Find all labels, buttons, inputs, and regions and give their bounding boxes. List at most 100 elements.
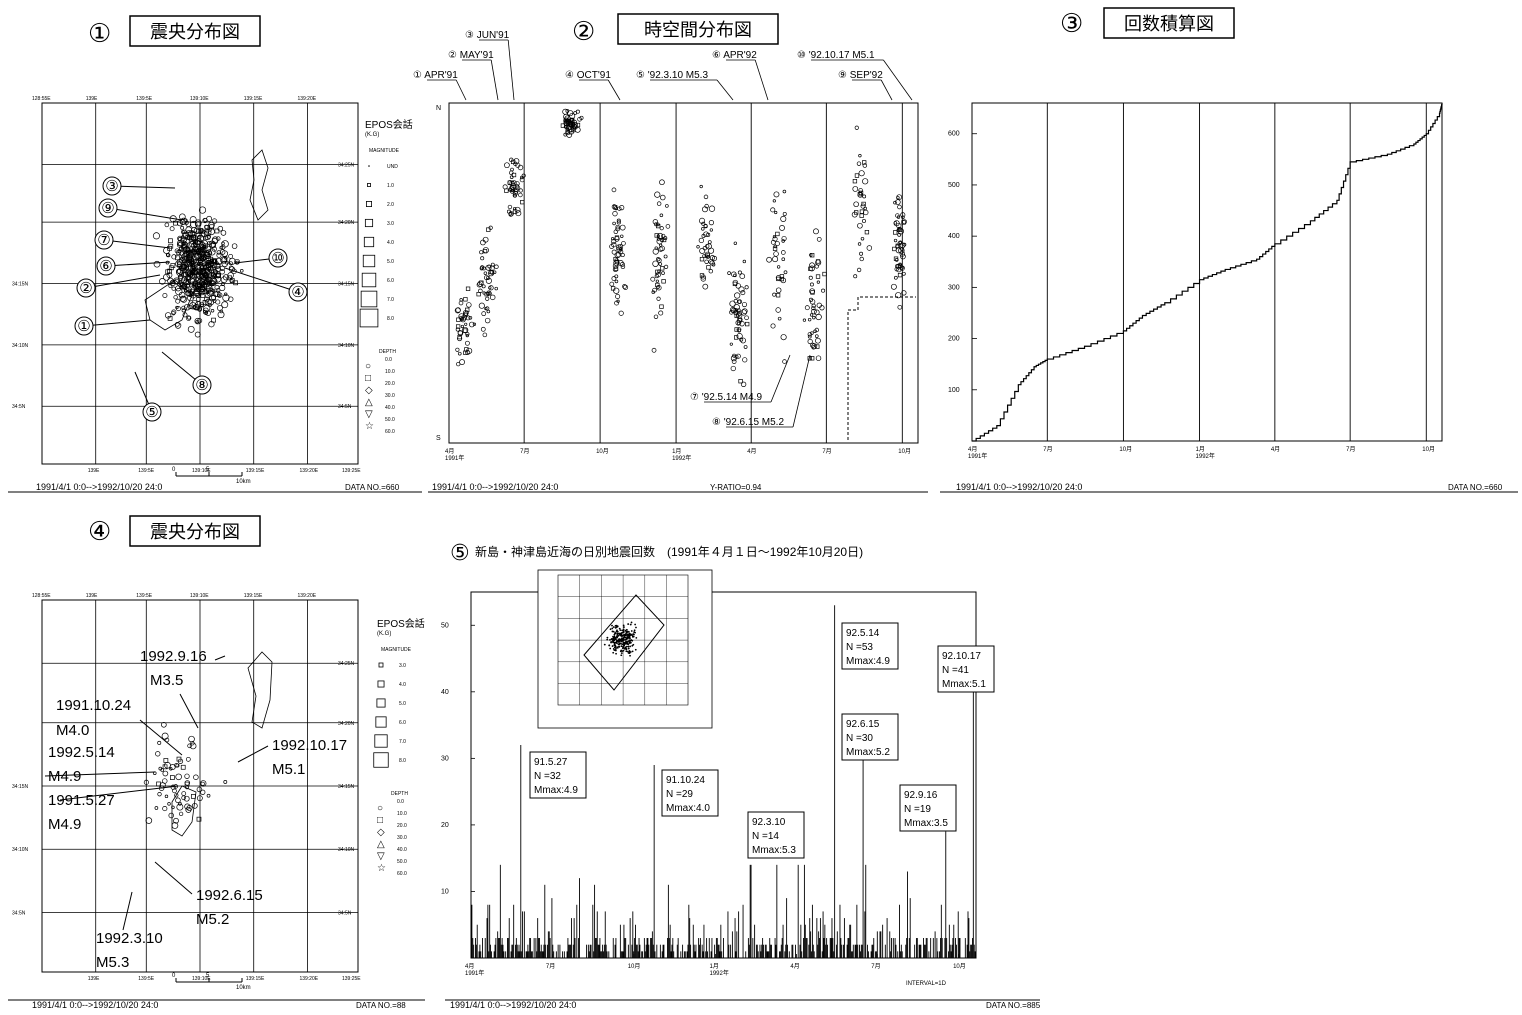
event-mark — [773, 251, 779, 257]
event-mark — [659, 213, 664, 218]
inset-epicenter — [634, 648, 637, 651]
event-mark — [513, 193, 517, 198]
inset-epicenter — [616, 639, 619, 642]
event-mark — [699, 217, 706, 224]
epicenter-mark — [175, 260, 182, 268]
epicenter-mark — [183, 246, 190, 254]
event-mark — [770, 239, 776, 245]
event-mark — [733, 273, 737, 278]
epicenter-mark — [201, 270, 208, 277]
event-mark — [510, 167, 514, 172]
magnitude-value: 5.0 — [399, 701, 406, 707]
depth-value: 50.0 — [385, 417, 395, 423]
epicenter-mark — [206, 234, 211, 239]
event-label: ① APR'91 — [413, 70, 458, 81]
epicenter-mark — [190, 248, 196, 254]
event-mark — [729, 300, 736, 307]
epicenter-mark — [223, 292, 228, 297]
event-mark — [518, 188, 523, 193]
epicenter-mark — [198, 206, 207, 214]
inset-epicenter — [622, 629, 625, 632]
event-mark — [896, 194, 902, 200]
epicenter-mark — [157, 740, 162, 745]
event-mark — [613, 259, 620, 267]
event-mark — [709, 228, 713, 232]
x-tick-label: 1992年 — [709, 969, 728, 977]
event-mark — [737, 299, 743, 304]
callout-leader — [107, 207, 183, 221]
inset-epicenter — [633, 631, 636, 633]
event-mark — [783, 270, 788, 275]
callout-label: ② — [79, 280, 92, 297]
event-mark — [893, 230, 898, 235]
epicenter-mark — [188, 735, 195, 743]
event-mark — [900, 253, 906, 260]
epicenter-mark — [219, 269, 225, 275]
inset-epicenter — [629, 623, 632, 626]
epicenter-mark — [153, 260, 161, 268]
epicenter-mark — [168, 812, 174, 819]
depth-value: 30.0 — [385, 393, 395, 399]
event-mark — [507, 204, 513, 210]
callout-circle — [74, 316, 94, 336]
depth-value: 50.0 — [397, 859, 407, 865]
depth-symbol: □ — [377, 815, 383, 826]
callout-label: ⑩ — [271, 250, 284, 267]
latitude-label: 34:20N — [338, 721, 355, 727]
event-mark — [772, 256, 779, 263]
event-mark — [663, 254, 668, 259]
event-mark — [780, 334, 787, 341]
epicenter-mark — [204, 257, 211, 264]
event-mark — [560, 123, 566, 128]
event-mark — [563, 113, 570, 120]
event-mark — [612, 266, 619, 272]
event-mark — [480, 326, 486, 332]
depth-symbol: ☆ — [365, 421, 374, 432]
epicenter-mark — [185, 315, 192, 321]
event-mark — [816, 302, 822, 308]
x-tick-label: 1月 — [672, 448, 681, 455]
epicenter-mark — [175, 298, 181, 304]
peak-magnitude: Mmax:3.5 — [904, 818, 948, 829]
inset-epicenter — [626, 640, 629, 643]
event-mark — [733, 308, 738, 313]
callout-leader — [105, 261, 171, 267]
epicenter-mark — [189, 258, 195, 264]
event-mark — [485, 296, 490, 301]
epicenter-mark — [168, 238, 173, 244]
peak-date: 92.3.10 — [752, 817, 786, 828]
event-arrow — [883, 59, 913, 101]
event-mark — [468, 315, 473, 320]
event-mark — [615, 293, 621, 299]
event-mark — [465, 307, 470, 312]
event-mark — [893, 238, 898, 243]
event-mark — [478, 288, 483, 294]
epicenter-mark — [162, 806, 168, 812]
epicenter-mark — [187, 325, 195, 333]
event-mark — [900, 212, 906, 218]
event-mark — [814, 327, 820, 333]
callout-label: ④ — [291, 284, 304, 301]
inset-epicenter — [630, 630, 633, 632]
y-tick-label: 10 — [441, 888, 449, 895]
y-tick-label: 500 — [948, 182, 960, 189]
longitude-label: 139E — [88, 976, 100, 982]
event-mark — [734, 335, 739, 340]
peak-label-box — [529, 751, 587, 799]
event-mark — [660, 194, 666, 201]
event-mark — [482, 247, 489, 254]
inset-epicenter — [622, 628, 625, 631]
event-mark — [480, 256, 485, 261]
event-mark — [658, 262, 663, 266]
epicenter-mark — [177, 758, 184, 764]
event-mark — [736, 327, 742, 332]
event-mark — [655, 269, 660, 274]
event-mark — [651, 347, 657, 353]
depth-value: 40.0 — [385, 405, 395, 411]
axis-label-north: N — [436, 105, 441, 112]
latitude-label: 34:15N — [12, 282, 29, 288]
inset-epicenter — [627, 647, 630, 650]
inset-epicenter — [611, 645, 614, 647]
x-tick-label: 1991年 — [445, 454, 464, 462]
event-mark — [729, 342, 733, 346]
